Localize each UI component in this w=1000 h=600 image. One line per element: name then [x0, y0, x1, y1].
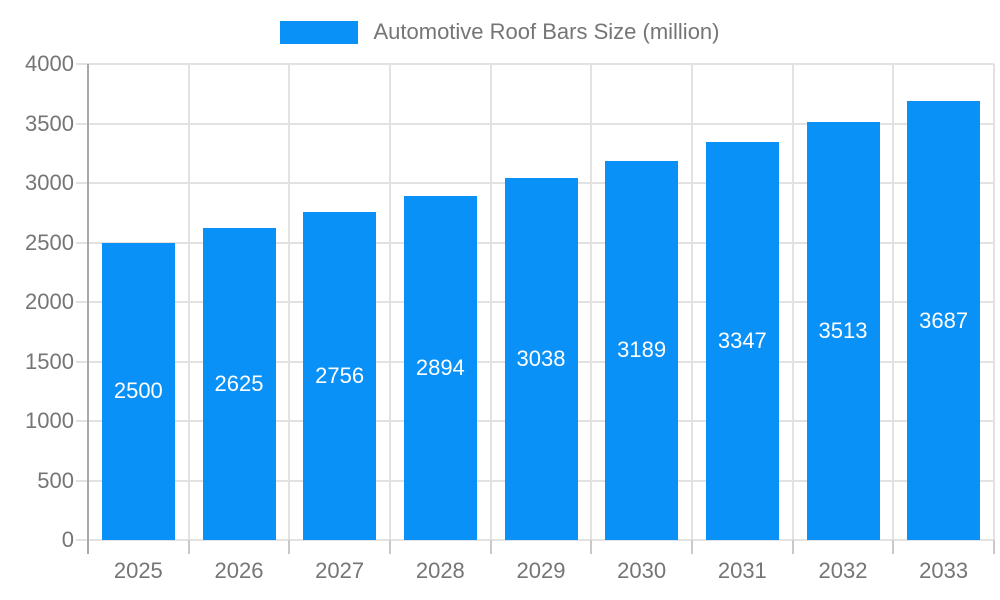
- y-axis-label: 3500: [25, 110, 74, 136]
- bar-value-label: 3347: [717, 327, 767, 353]
- y-tick: [76, 301, 88, 303]
- legend-label: Automotive Roof Bars Size (million): [373, 19, 720, 44]
- x-axis-label: 2025: [113, 558, 163, 583]
- legend-swatch: [280, 20, 359, 44]
- y-axis-label: 1500: [25, 348, 74, 374]
- y-tick: [76, 360, 88, 363]
- x-gridline: [993, 64, 995, 540]
- x-gridline: [187, 64, 190, 540]
- x-axis-label: 2033: [919, 558, 969, 583]
- y-axis-label: 500: [37, 467, 74, 493]
- x-tick: [590, 540, 593, 554]
- legend: Automotive Roof Bars Size (million): [0, 19, 1000, 45]
- bar: 3189: [605, 160, 679, 540]
- bar-value-label: 2500: [113, 378, 163, 404]
- x-gridline: [691, 64, 693, 540]
- y-gridline: [88, 122, 994, 125]
- x-axis-label: 2029: [516, 558, 566, 583]
- y-tick: [76, 539, 88, 541]
- x-tick: [691, 540, 693, 554]
- y-gridline: [88, 539, 994, 541]
- y-tick: [76, 420, 88, 422]
- x-axis-label: 2031: [717, 558, 767, 583]
- x-tick: [489, 540, 492, 554]
- y-tick: [76, 182, 88, 184]
- bar: 2756: [303, 212, 377, 540]
- y-axis-label: 2000: [25, 289, 74, 314]
- x-tick: [791, 540, 794, 554]
- x-axis-label: 2026: [214, 558, 264, 583]
- y-axis-label: 2500: [25, 229, 74, 255]
- bar-value-label: 2756: [315, 363, 365, 389]
- plot-area: 0 500 1000 1500 2000 2500 3000 3500 4000 2500 2025…: [25, 52, 995, 583]
- y-gridline: [88, 63, 994, 65]
- bar: 3347: [705, 141, 779, 540]
- x-gridline: [489, 64, 492, 540]
- bar-value-label: 3513: [818, 317, 868, 343]
- x-gridline: [288, 64, 291, 540]
- bar: 3513: [806, 121, 880, 540]
- bar: 3038: [504, 178, 578, 540]
- bar-value-label: 2625: [214, 370, 264, 396]
- x-tick: [892, 540, 895, 554]
- x-tick: [993, 540, 995, 554]
- y-axis-label: 3000: [25, 170, 74, 195]
- y-tick: [76, 63, 88, 65]
- x-tick: [288, 540, 291, 554]
- x-tick: [187, 540, 190, 554]
- bar-value-label: 2894: [415, 354, 465, 380]
- y-tick: [76, 122, 88, 125]
- y-axis-line: [87, 64, 89, 554]
- x-tick: [389, 540, 391, 554]
- bar-value-label: 3038: [516, 346, 566, 372]
- x-axis-label: 2028: [415, 558, 465, 583]
- y-tick: [76, 241, 88, 244]
- bar-value-label: 3687: [919, 307, 969, 333]
- x-gridline: [389, 64, 391, 540]
- bar: 2500: [101, 242, 175, 540]
- y-axis-label: 4000: [25, 51, 74, 76]
- y-axis-label: 1000: [25, 408, 74, 433]
- bar: 2625: [202, 227, 276, 540]
- x-axis-label: 2032: [818, 558, 868, 583]
- bar: 3687: [907, 101, 981, 540]
- x-gridline: [892, 64, 895, 540]
- y-tick: [76, 479, 88, 482]
- bar: 2894: [403, 195, 477, 540]
- x-axis-label: 2027: [315, 558, 365, 583]
- x-gridline: [590, 64, 593, 540]
- bar-value-label: 3189: [617, 337, 667, 363]
- x-gridline: [791, 64, 794, 540]
- x-axis-label: 2030: [617, 558, 667, 583]
- y-axis-label: 0: [61, 527, 74, 552]
